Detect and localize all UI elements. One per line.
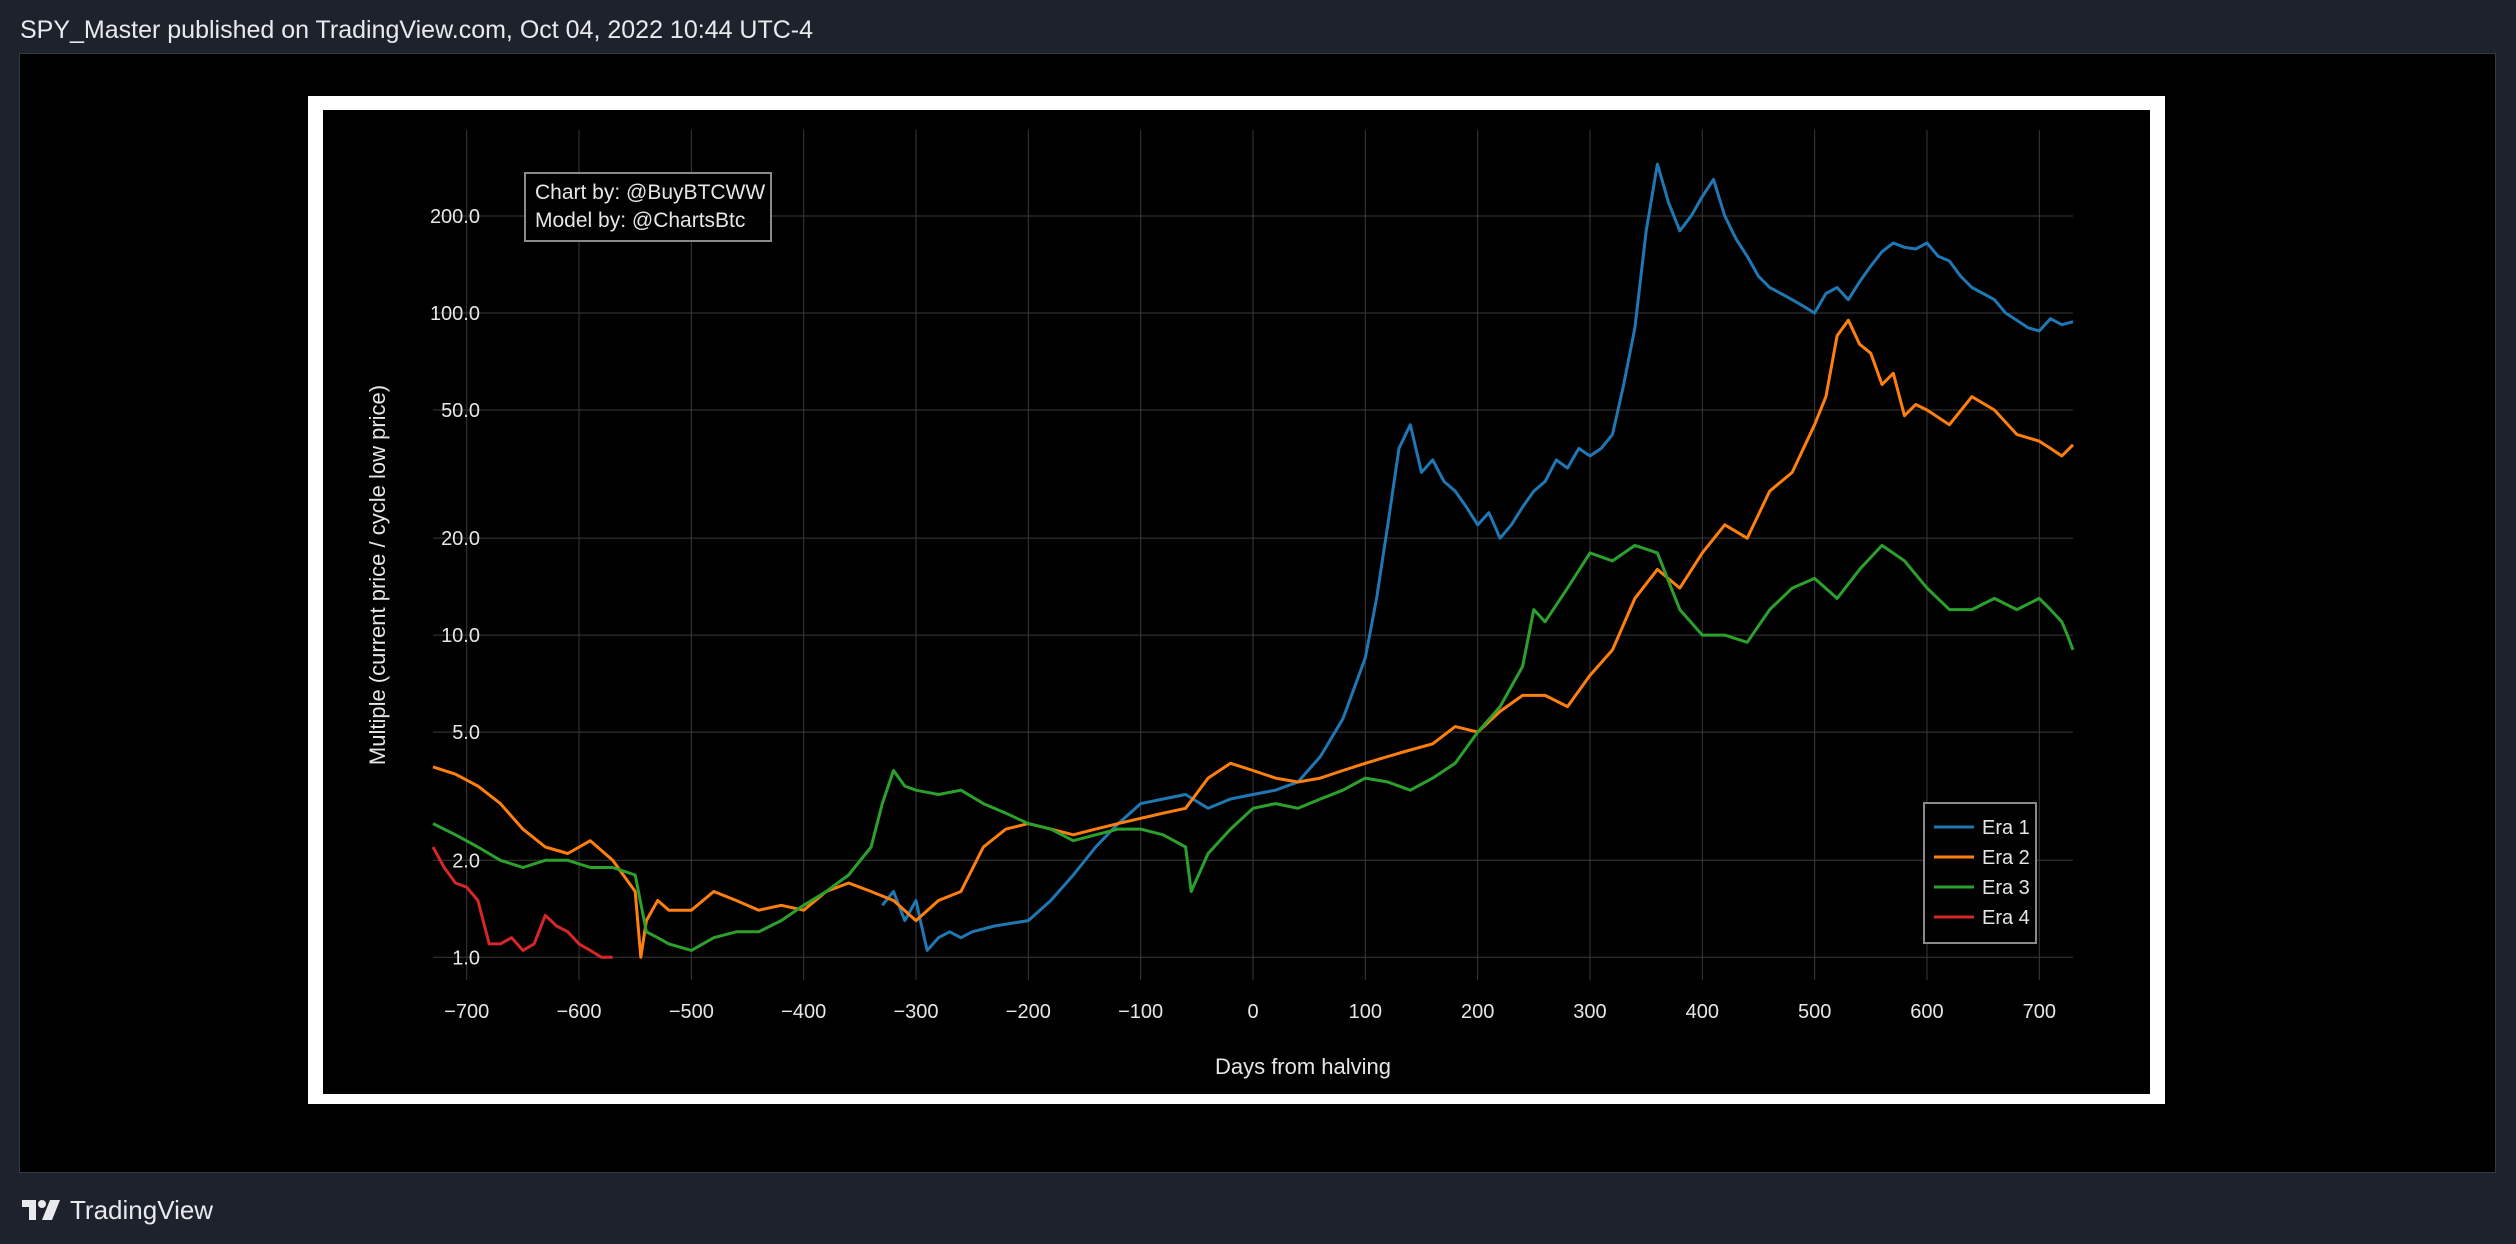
x-tick-label: 300 bbox=[1573, 1001, 1606, 1023]
publish-info: SPY_Master published on TradingView.com,… bbox=[20, 16, 814, 44]
credit-line: Chart by: @BuyBTCWW bbox=[535, 181, 765, 204]
credit-line: Model by: @ChartsBtc bbox=[535, 209, 745, 232]
y-tick-label: 2.0 bbox=[452, 850, 480, 872]
y-tick-label: 10.0 bbox=[441, 625, 480, 647]
x-tick-label: 200 bbox=[1461, 1001, 1494, 1023]
x-tick-label: −100 bbox=[1118, 1001, 1163, 1023]
x-tick-label: −200 bbox=[1006, 1001, 1051, 1023]
x-tick-label: −500 bbox=[669, 1001, 714, 1023]
legend-label: Era 2 bbox=[1982, 847, 2030, 869]
credit-box bbox=[524, 172, 772, 242]
series-line-era-3 bbox=[432, 543, 2075, 952]
x-tick-label: −700 bbox=[444, 1001, 489, 1023]
x-tick-label: 500 bbox=[1798, 1001, 1831, 1023]
y-tick-label: 50.0 bbox=[441, 400, 480, 422]
x-tick-label: 100 bbox=[1349, 1001, 1382, 1023]
y-axis-label: Multiple (current price / cycle low pric… bbox=[365, 385, 390, 765]
x-tick-label: 0 bbox=[1247, 1001, 1258, 1023]
y-tick-label: 1.0 bbox=[452, 947, 480, 969]
x-tick-label: 400 bbox=[1686, 1001, 1719, 1023]
x-tick-label: 600 bbox=[1910, 1001, 1943, 1023]
x-tick-label: 700 bbox=[2023, 1001, 2056, 1023]
chart-area: −700 −600 −500 −400 −300 −200 −100 0 100 200 300 40… bbox=[323, 110, 2150, 1094]
x-tick-label: −400 bbox=[781, 1001, 826, 1023]
x-axis-label: Days from halving bbox=[1215, 1054, 1391, 1079]
footer-brand[interactable]: TradingView bbox=[70, 1194, 214, 1225]
series-line-era-1 bbox=[881, 162, 2074, 952]
series-line-era-2 bbox=[432, 318, 2075, 959]
y-tick-label: 5.0 bbox=[452, 722, 480, 744]
x-tick-label: −600 bbox=[556, 1001, 601, 1023]
y-tick-label: 20.0 bbox=[441, 528, 480, 550]
legend-label: Era 1 bbox=[1982, 817, 2030, 839]
footer: TradingView bbox=[20, 1192, 213, 1228]
chart-svg: −700 −600 −500 −400 −300 −200 −100 0 100 200 300 40… bbox=[365, 130, 2075, 1079]
legend-label: Era 3 bbox=[1982, 877, 2030, 899]
y-tick-label: 200.0 bbox=[430, 206, 480, 228]
legend-label: Era 4 bbox=[1982, 907, 2030, 929]
x-tick-label: −300 bbox=[893, 1001, 938, 1023]
series-line-era-4 bbox=[431, 846, 613, 959]
tradingview-logo-icon[interactable] bbox=[20, 1197, 62, 1223]
y-tick-label: 100.0 bbox=[430, 303, 480, 325]
